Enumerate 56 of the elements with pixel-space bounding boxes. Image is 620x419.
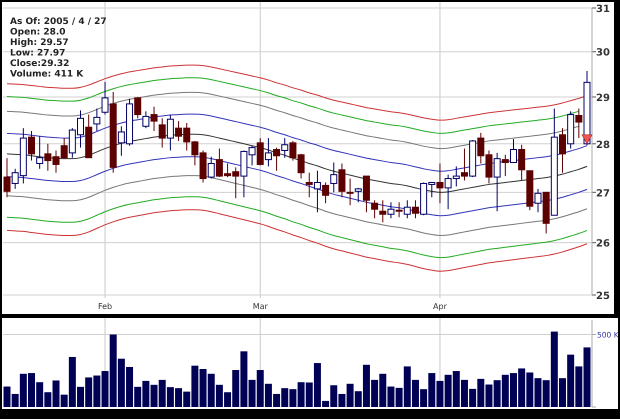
y-tick-label: 25 (596, 291, 610, 302)
candlestick (338, 162, 346, 198)
candlestick (264, 138, 272, 167)
candlestick (510, 138, 517, 164)
annotation: Open: 28.0 (10, 28, 66, 38)
x-tick-label: Apr (433, 302, 448, 311)
candlestick (404, 200, 411, 219)
line-series (6, 209, 588, 272)
candlestick (396, 202, 403, 218)
candlestick (102, 81, 109, 116)
y-tick-label: 29 (596, 92, 610, 104)
y-tick-label: 28 (596, 140, 610, 151)
y-tick-label: 31 (596, 4, 610, 15)
x-tick-label: Feb (98, 302, 112, 311)
candlestick (379, 200, 386, 223)
candlestick (575, 108, 582, 139)
candlestick (534, 188, 542, 213)
candlestick (518, 144, 526, 182)
candlestick (150, 106, 158, 132)
candlestick (281, 138, 288, 158)
annotation: High: 29.57 (10, 38, 69, 48)
candlestick (142, 110, 150, 129)
candlestick (314, 170, 321, 213)
candlestick (166, 114, 174, 151)
candlestick (436, 162, 444, 204)
candlestick (460, 148, 468, 182)
y-tick-label: 27 (596, 188, 610, 200)
x-tick-label: Mar (252, 302, 268, 311)
annotation: Low: 27.97 (10, 48, 66, 58)
candlestick (4, 158, 10, 198)
candlestick (330, 162, 338, 193)
line-series (6, 196, 588, 258)
line-series (6, 77, 580, 134)
y-tick-label: 26 (596, 238, 610, 250)
candlestick (494, 152, 501, 212)
annotation: Close:29.32 (10, 59, 70, 69)
candlestick (93, 108, 100, 132)
y-tick-label: 30 (596, 48, 610, 59)
candlestick (322, 182, 330, 204)
candlestick (273, 147, 280, 172)
candlestick (28, 130, 36, 162)
candlestick (306, 172, 313, 198)
candlestick (256, 138, 264, 166)
candlestick (346, 178, 354, 206)
candlestick (558, 128, 566, 174)
candlestick (412, 200, 419, 219)
candlestick (371, 200, 378, 219)
candlestick (208, 156, 215, 180)
candlestick (387, 202, 394, 219)
candlestick (36, 136, 44, 170)
candlestick (158, 118, 166, 148)
candlestick (134, 96, 142, 119)
candlestick (354, 187, 362, 203)
candlestick (502, 154, 509, 177)
annotation: Volume: 411 K (10, 70, 84, 80)
annotation: As Of: 2005 / 4 / 27 (10, 17, 107, 27)
